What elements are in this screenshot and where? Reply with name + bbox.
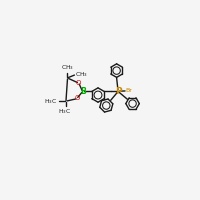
Text: H$_3$C: H$_3$C xyxy=(44,97,57,106)
Text: P: P xyxy=(115,87,121,96)
Text: B: B xyxy=(80,87,86,96)
Text: CH$_3$: CH$_3$ xyxy=(75,70,88,79)
Text: CH$_3$: CH$_3$ xyxy=(61,63,74,72)
Text: H$_3$C: H$_3$C xyxy=(58,107,71,116)
Text: O: O xyxy=(76,80,81,86)
Text: O: O xyxy=(74,95,80,101)
Text: Br: Br xyxy=(126,88,132,93)
